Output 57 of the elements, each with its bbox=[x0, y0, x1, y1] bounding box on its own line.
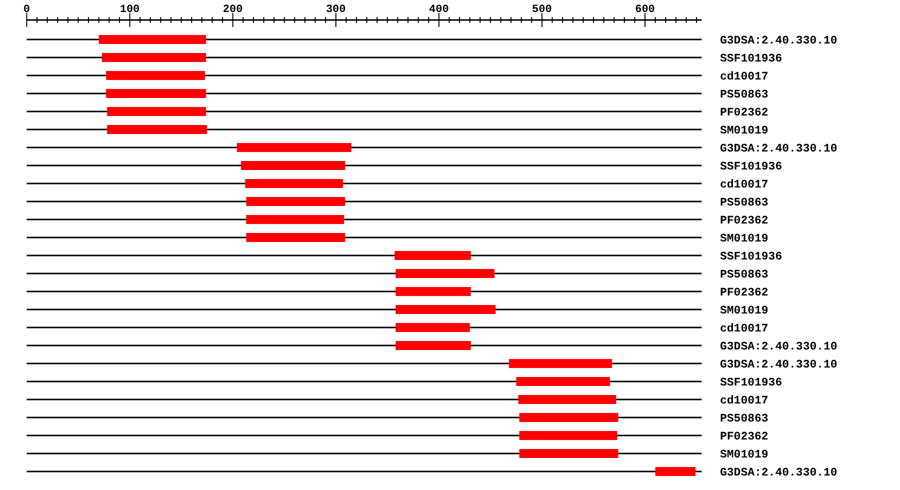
y-tick-label: SM01019 bbox=[720, 124, 768, 138]
y-tick-label: SSF101936 bbox=[720, 52, 782, 66]
x-tick-label: 200 bbox=[222, 4, 243, 16]
x-tick-label: 400 bbox=[429, 4, 449, 16]
bar bbox=[246, 233, 346, 242]
y-tick-label: SM01019 bbox=[720, 448, 768, 462]
y-tick-label: G3DSA:2.40.330.10 bbox=[720, 142, 838, 156]
bar bbox=[396, 305, 496, 314]
y-tick-label: PS50863 bbox=[720, 412, 768, 426]
y-tick-label: cd10017 bbox=[720, 178, 768, 192]
bar bbox=[396, 287, 471, 296]
bar bbox=[236, 143, 352, 152]
bar bbox=[241, 161, 346, 170]
bar bbox=[106, 71, 205, 80]
bar bbox=[396, 341, 471, 350]
bar bbox=[107, 107, 206, 116]
bar bbox=[519, 431, 618, 440]
y-tick-label: PF02362 bbox=[720, 286, 768, 300]
bar bbox=[107, 125, 208, 134]
y-tick-label: SSF101936 bbox=[720, 160, 782, 174]
x-tick-label: 500 bbox=[532, 4, 552, 16]
bar bbox=[106, 89, 206, 98]
bar bbox=[245, 179, 344, 188]
y-tick-label: PF02362 bbox=[720, 214, 768, 228]
bar bbox=[516, 377, 610, 386]
bar bbox=[518, 395, 616, 404]
bar bbox=[396, 269, 495, 278]
bar bbox=[102, 53, 206, 62]
bar bbox=[246, 197, 346, 206]
y-tick-label: SM01019 bbox=[720, 304, 768, 318]
y-tick-label: SSF101936 bbox=[720, 250, 782, 264]
y-tick-label: PS50863 bbox=[720, 88, 768, 102]
y-tick-label: PS50863 bbox=[720, 268, 768, 282]
y-tick-label: cd10017 bbox=[720, 394, 768, 408]
y-tick-label: PS50863 bbox=[720, 196, 768, 210]
x-tick-label: 300 bbox=[326, 4, 346, 16]
y-tick-label: PF02362 bbox=[720, 430, 768, 444]
y-tick-label: SSF101936 bbox=[720, 376, 782, 390]
bar bbox=[519, 413, 618, 422]
y-tick-label: G3DSA:2.40.330.10 bbox=[720, 466, 838, 480]
y-tick-label: G3DSA:2.40.330.10 bbox=[720, 358, 838, 372]
y-tick-label: G3DSA:2.40.330.10 bbox=[720, 34, 838, 48]
y-tick-label: PF02362 bbox=[720, 106, 768, 120]
bar bbox=[98, 35, 206, 44]
x-tick-label: 0 bbox=[23, 4, 30, 16]
bar bbox=[508, 359, 612, 368]
bar bbox=[396, 323, 470, 332]
y-tick-label: SM01019 bbox=[720, 232, 768, 246]
bar bbox=[246, 215, 344, 224]
x-tick-label: 100 bbox=[120, 4, 140, 16]
bar bbox=[394, 251, 471, 260]
y-tick-label: G3DSA:2.40.330.10 bbox=[720, 340, 838, 354]
x-tick-label: 600 bbox=[635, 4, 655, 16]
y-tick-label: cd10017 bbox=[720, 322, 768, 336]
bar bbox=[655, 467, 696, 476]
bar bbox=[519, 449, 618, 458]
y-tick-label: cd10017 bbox=[720, 70, 768, 84]
